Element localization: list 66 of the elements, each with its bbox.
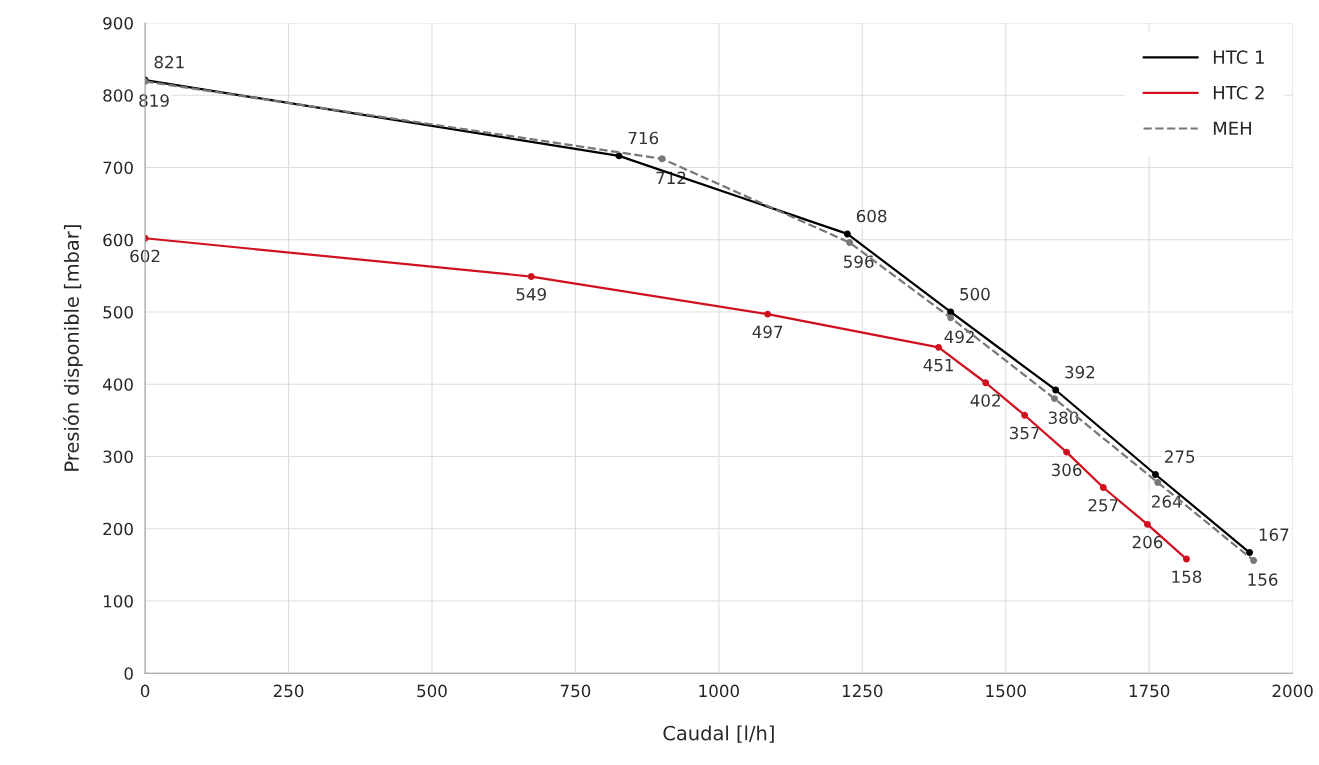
point: [1143, 520, 1151, 528]
data-label: 275: [1165, 450, 1195, 463]
x-tick-label: 500: [417, 684, 447, 698]
point: [1183, 555, 1190, 563]
y-tick-label: 800: [103, 89, 133, 102]
y-tick-label: 200: [103, 522, 133, 536]
point: [1021, 411, 1029, 419]
point: [846, 239, 854, 247]
point: [1051, 395, 1058, 403]
data-label: 497: [752, 325, 783, 339]
y-tick-label: 600: [103, 233, 133, 247]
x-tick-label: 1000: [699, 684, 739, 698]
data-label: 451: [923, 358, 953, 372]
x-tick-label: 750: [560, 684, 591, 698]
x-tick-label: 250: [273, 684, 304, 698]
legend-label: HTC 1: [1213, 50, 1264, 65]
point: [1154, 478, 1162, 486]
data-label: 492: [944, 330, 974, 344]
point: [1052, 386, 1060, 394]
legend-label: HTC 2: [1213, 85, 1264, 100]
y-tick-label: 0: [124, 667, 133, 680]
data-label: 596: [844, 255, 874, 268]
legend-label: MEH: [1213, 121, 1251, 135]
data-label: 716: [628, 131, 659, 145]
data-label: 549: [516, 287, 546, 301]
point: [1063, 448, 1071, 456]
point: [1099, 484, 1107, 491]
x-tick-label: 2000: [1272, 684, 1313, 698]
y-tick-label: 700: [103, 161, 133, 175]
data-label: 264: [1152, 495, 1182, 508]
x-tick-label: 1250: [842, 684, 883, 698]
data-label: 819: [139, 94, 169, 107]
data-label: 402: [970, 394, 1000, 407]
point: [1246, 549, 1254, 557]
y-tick-label: 100: [104, 594, 133, 608]
point: [843, 230, 851, 238]
y-tick-label: 900: [103, 16, 133, 30]
x-axis-title: Caudal [l/h]: [663, 725, 774, 743]
data-label: 357: [1010, 426, 1040, 440]
point: [527, 273, 535, 281]
point: [1152, 471, 1159, 478]
point: [935, 343, 943, 351]
y-axis-title: Presión disponible [mbar]: [63, 225, 83, 471]
data-label: 167: [1259, 528, 1289, 541]
data-label: 257: [1088, 498, 1118, 512]
data-label: 156: [1248, 573, 1278, 586]
data-label: 392: [1065, 365, 1095, 379]
data-label: 206: [1132, 535, 1163, 549]
data-label: 608: [856, 209, 887, 223]
point: [764, 310, 772, 318]
y-tick-label: 500: [103, 305, 133, 319]
y-tick-label: 300: [103, 450, 133, 464]
point: [947, 314, 955, 322]
data-label: 306: [1051, 463, 1082, 477]
x-tick-label: 1750: [1129, 684, 1170, 698]
point: [658, 155, 666, 163]
data-label: 500: [960, 287, 990, 301]
x-tick-label: 0: [140, 684, 150, 698]
data-label: 821: [154, 55, 184, 69]
x-tick-label: 1500: [986, 684, 1026, 698]
data-label: 158: [1172, 570, 1202, 584]
data-label: 602: [130, 249, 160, 263]
data-label: 380: [1048, 411, 1079, 425]
point: [1250, 557, 1258, 564]
point: [982, 379, 990, 387]
y-tick-label: 400: [102, 378, 133, 391]
